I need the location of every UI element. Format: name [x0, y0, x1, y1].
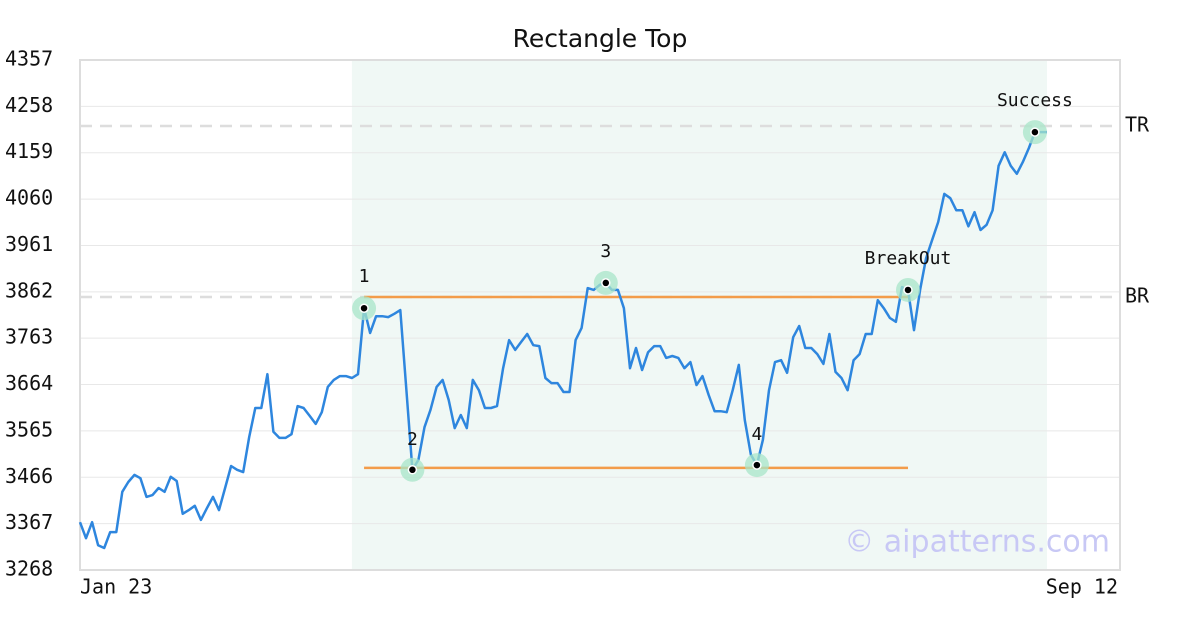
point-label: 4	[751, 424, 762, 445]
y-tick-label: 3664	[5, 371, 53, 395]
y-tick-label: 3862	[5, 278, 53, 302]
chart-title: Rectangle Top	[513, 24, 688, 53]
y-tick-label: 4258	[5, 93, 53, 117]
y-tick-label: 3466	[5, 464, 53, 488]
plot-frame	[79, 59, 1121, 571]
point-label: 2	[407, 429, 418, 450]
point-label: BreakOut	[865, 248, 952, 269]
point-dot	[752, 460, 762, 470]
y-tick-label: 4159	[5, 139, 53, 163]
point-dot	[1030, 127, 1040, 137]
y-tick-label: 3961	[5, 232, 53, 256]
point-label: 3	[600, 241, 611, 262]
level-label: TR	[1125, 113, 1150, 137]
y-tick-label: 4357	[5, 47, 53, 71]
point-dot	[407, 465, 418, 475]
point-dot	[601, 278, 611, 288]
point-label: 1	[359, 266, 370, 287]
point-dot	[903, 285, 913, 295]
point-dot	[359, 303, 369, 313]
y-tick-label: 3565	[5, 417, 53, 441]
x-tick-label: Sep 12	[1046, 575, 1118, 599]
point-label: Success	[997, 90, 1073, 111]
y-tick-label: 4060	[5, 186, 53, 210]
y-tick-label: 3268	[5, 557, 53, 581]
y-tick-label: 3763	[5, 325, 53, 349]
x-tick-label: Jan 23	[80, 575, 152, 599]
pattern-region	[351, 60, 1047, 570]
watermark: © aipatterns.com	[844, 525, 1110, 560]
level-label: BR	[1125, 283, 1150, 307]
y-tick-label: 3367	[5, 510, 53, 534]
price-line	[78, 130, 1047, 550]
